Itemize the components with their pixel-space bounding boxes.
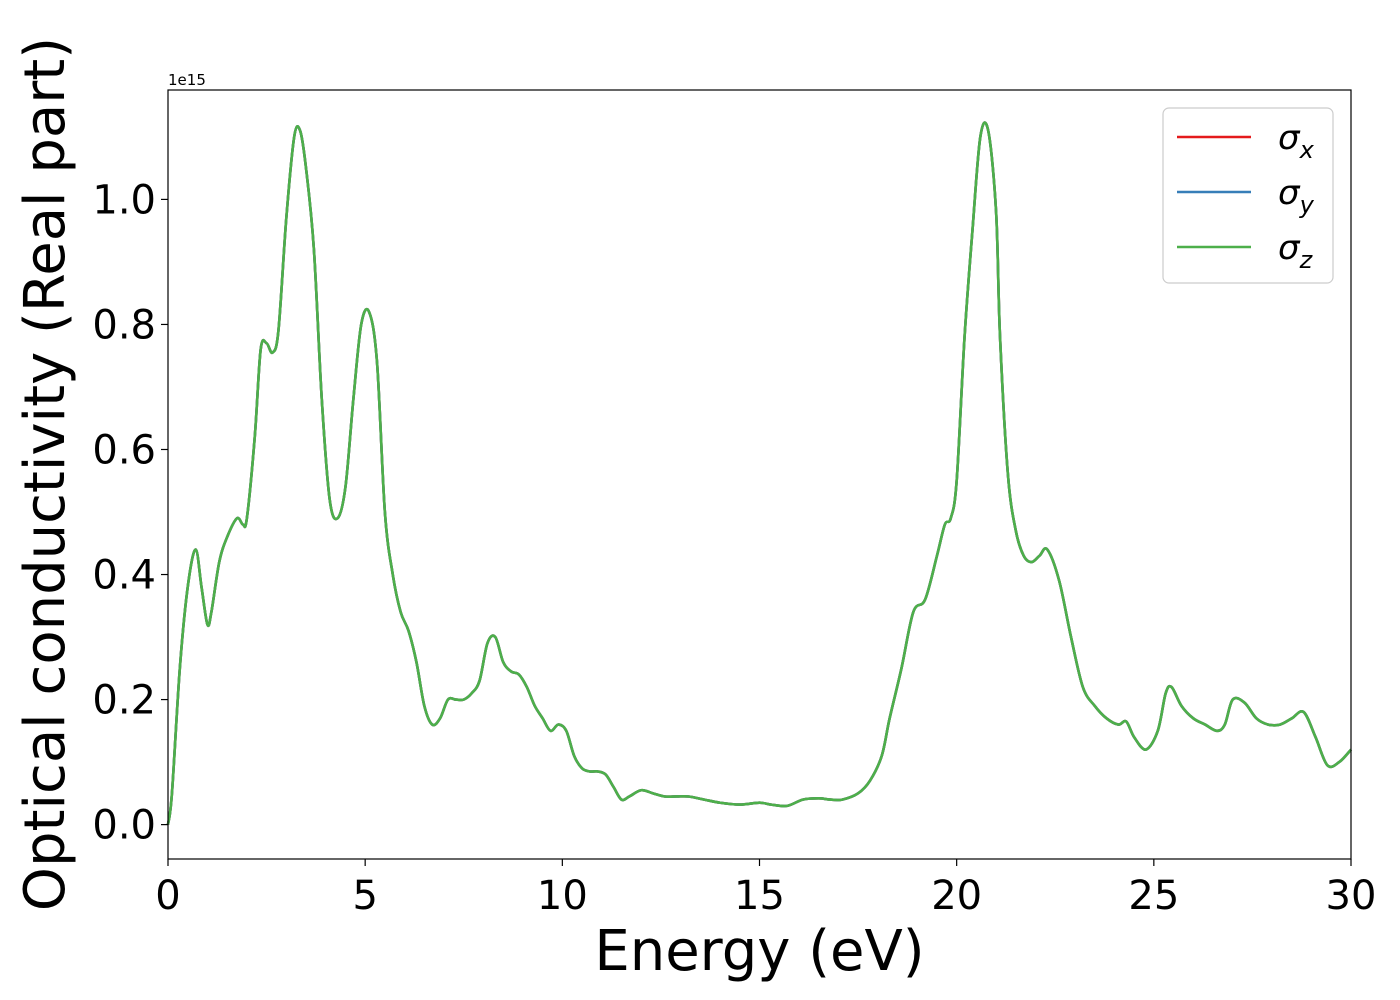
legend-label-x: σx <box>1278 118 1315 164</box>
x-tick-label: 20 <box>931 873 982 919</box>
y-offset-label: 1e15 <box>168 71 206 89</box>
y-tick-label: 1.0 <box>92 177 156 223</box>
legend-label-z: σz <box>1278 228 1314 274</box>
x-axis: 0 5 10 15 20 25 30 <box>155 859 1376 919</box>
x-tick-label: 5 <box>352 873 377 919</box>
x-tick-label: 15 <box>734 873 785 919</box>
y-tick-label: 0.8 <box>92 302 156 348</box>
legend: σx σy σz <box>1162 107 1334 284</box>
y-axis-title: Optical conductivity (Real part) <box>13 37 78 911</box>
x-tick-label: 30 <box>1326 873 1377 919</box>
y-tick-label: 0.2 <box>92 678 156 724</box>
series-line-z <box>166 121 1352 825</box>
x-axis-title: Energy (eV) <box>594 919 924 984</box>
x-tick-label: 0 <box>155 873 180 919</box>
legend-label-y: σy <box>1278 173 1315 219</box>
y-axis: 0.0 0.2 0.4 0.6 0.8 1.0 <box>92 177 168 849</box>
y-tick-label: 0.4 <box>92 553 156 599</box>
y-tick-label: 0.0 <box>92 803 156 849</box>
x-tick-label: 25 <box>1128 873 1179 919</box>
y-tick-label: 0.6 <box>92 427 156 473</box>
series-layer <box>166 121 1352 825</box>
legend-box <box>1162 107 1334 284</box>
x-tick-label: 10 <box>537 873 588 919</box>
